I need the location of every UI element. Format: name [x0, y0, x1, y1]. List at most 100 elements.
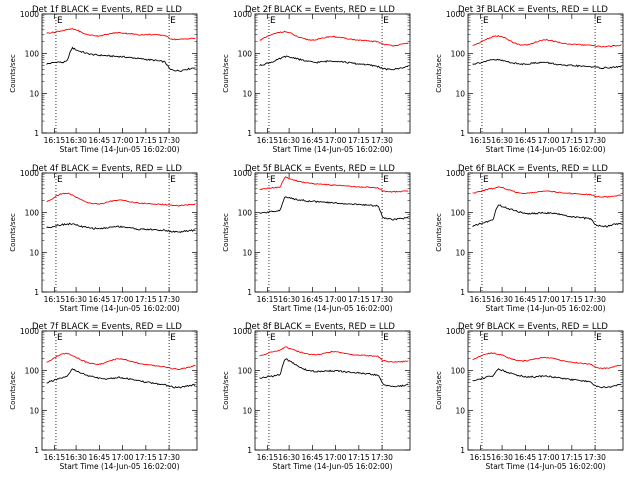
detector-panel-3: Det 3f BLACK = Events, RED = LLD 1 10 100 10…: [435, 5, 624, 154]
x-tick-label: 16:30: [278, 136, 300, 145]
x-tick-label: 16:15: [470, 136, 492, 145]
y-tick-label: 1000: [20, 327, 39, 336]
x-tick-label: 17:15: [348, 136, 370, 145]
event-marker-label: E: [170, 333, 176, 343]
x-tick-label: 17:00: [538, 136, 560, 145]
y-axis-label: Counts/sec: [9, 54, 17, 93]
x-tick-label: 17:15: [135, 295, 157, 304]
x-tick-label: 16:15: [470, 295, 492, 304]
x-axis-label: Start Time (14-Jun-05 16:02:00): [486, 462, 606, 471]
series-events-line: [472, 58, 622, 69]
x-tick-label: 17:15: [348, 453, 370, 462]
detector-panel-5: Det 5f BLACK = Events, RED = LLD 1 10 100 10…: [222, 164, 411, 313]
series-lld-line: [46, 27, 196, 41]
x-tick-label: 16:45: [89, 453, 111, 462]
x-tick-label: 16:15: [257, 453, 279, 462]
series-events-line: [46, 222, 196, 233]
x-tick-label: 17:15: [561, 295, 583, 304]
y-tick-label: 100: [238, 50, 253, 59]
x-tick-label: 16:15: [257, 295, 279, 304]
detector-panel-7: Det 7f BLACK = Events, RED = LLD 1 10 100 10…: [9, 322, 198, 471]
y-axis-label: Counts/sec: [435, 54, 443, 93]
y-tick-label: 1000: [233, 327, 252, 336]
y-axis-label: Counts/sec: [222, 213, 230, 252]
x-tick-label: 16:45: [515, 453, 537, 462]
series-lld-line: [46, 192, 196, 207]
plot-frame: [41, 330, 198, 451]
y-tick-label: 1: [34, 129, 39, 138]
x-tick-label: 16:30: [278, 453, 300, 462]
x-tick-label: 17:15: [348, 295, 370, 304]
x-tick-label: 16:15: [470, 453, 492, 462]
y-tick-label: 10: [29, 406, 39, 415]
detector-panel-2: Det 2f BLACK = Events, RED = LLD 1 10 100 10…: [222, 5, 411, 154]
event-marker-label: E: [596, 175, 602, 185]
y-tick-label: 1: [460, 288, 465, 297]
series-events-line: [46, 46, 196, 72]
x-axis-label: Start Time (14-Jun-05 16:02:00): [60, 145, 180, 154]
x-tick-label: 16:45: [302, 295, 324, 304]
event-marker-label: E: [383, 333, 389, 343]
x-tick-label: 16:15: [44, 136, 66, 145]
panel-title: Det 5f BLACK = Events, RED = LLD: [245, 164, 395, 174]
series-events-line: [259, 55, 409, 71]
x-tick-label: 17:30: [371, 136, 393, 145]
detector-panel-8: Det 8f BLACK = Events, RED = LLD 1 10 100 10…: [222, 322, 411, 471]
y-tick-label: 100: [25, 367, 40, 376]
x-axis-label: Start Time (14-Jun-05 16:02:00): [60, 462, 180, 471]
series-lld-line: [472, 186, 622, 198]
series-lld-line: [472, 352, 622, 370]
x-tick-label: 16:45: [515, 295, 537, 304]
y-tick-label: 1: [460, 446, 465, 455]
plot-frame: [254, 330, 411, 451]
x-axis-label: Start Time (14-Jun-05 16:02:00): [273, 145, 393, 154]
x-tick-label: 17:00: [112, 295, 134, 304]
event-marker-label: E: [483, 333, 489, 343]
y-axis-label: Counts/sec: [435, 371, 443, 410]
y-tick-label: 10: [455, 406, 465, 415]
series-lld-line: [259, 176, 409, 193]
x-tick-label: 16:45: [89, 295, 111, 304]
series-events-line: [259, 358, 409, 388]
x-tick-label: 16:30: [491, 295, 513, 304]
plot-frame: [41, 172, 198, 293]
plot-frame: [254, 13, 411, 134]
detector-panel-9: Det 9f BLACK = Events, RED = LLD 1 10 100 10…: [435, 322, 624, 471]
x-axis-label: Start Time (14-Jun-05 16:02:00): [486, 304, 606, 313]
y-tick-label: 100: [451, 209, 466, 218]
plot-frame: [467, 330, 624, 451]
y-tick-label: 1: [247, 129, 252, 138]
x-axis-label: Start Time (14-Jun-05 16:02:00): [273, 304, 393, 313]
y-tick-label: 10: [29, 248, 39, 257]
y-tick-label: 1000: [446, 327, 465, 336]
y-axis-label: Counts/sec: [435, 213, 443, 252]
x-tick-label: 17:00: [538, 295, 560, 304]
event-marker-label: E: [57, 16, 63, 26]
event-marker-label: E: [270, 175, 276, 185]
event-marker-label: E: [596, 333, 602, 343]
panel-title: Det 9f BLACK = Events, RED = LLD: [458, 322, 608, 332]
x-tick-label: 17:30: [371, 295, 393, 304]
y-tick-label: 10: [242, 89, 252, 98]
y-tick-label: 100: [25, 50, 40, 59]
x-tick-label: 16:15: [44, 295, 66, 304]
plot-frame: [41, 13, 198, 134]
y-tick-label: 1: [460, 129, 465, 138]
x-tick-label: 17:15: [135, 136, 157, 145]
y-tick-label: 1000: [233, 169, 252, 178]
x-tick-label: 16:15: [44, 453, 66, 462]
y-axis-label: Counts/sec: [222, 54, 230, 93]
x-tick-label: 16:45: [302, 453, 324, 462]
y-tick-label: 1: [34, 288, 39, 297]
x-tick-label: 16:30: [278, 295, 300, 304]
x-tick-label: 16:30: [65, 136, 87, 145]
series-lld-line: [472, 35, 622, 48]
x-tick-label: 17:00: [325, 136, 347, 145]
event-marker-label: E: [270, 333, 276, 343]
x-tick-label: 17:30: [371, 453, 393, 462]
y-tick-label: 1000: [20, 10, 39, 19]
y-tick-label: 1000: [446, 169, 465, 178]
event-marker-label: E: [483, 175, 489, 185]
y-tick-label: 1000: [20, 169, 39, 178]
